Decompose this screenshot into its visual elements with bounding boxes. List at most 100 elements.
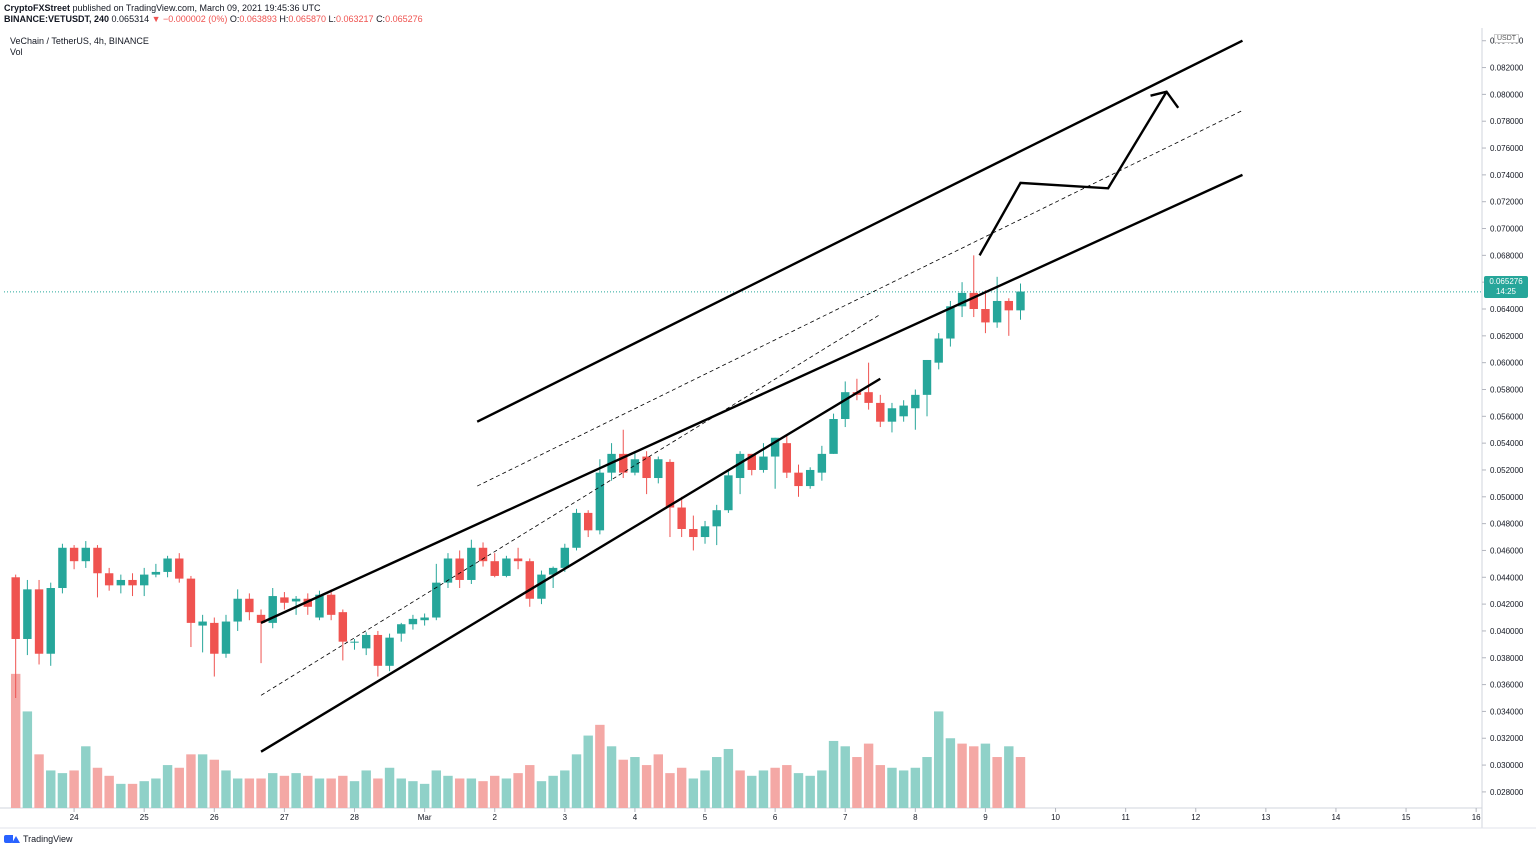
publisher-name[interactable]: CryptoFXStreet: [4, 3, 71, 13]
volume-bar: [641, 765, 652, 808]
volume-bar: [875, 765, 885, 808]
candle-body: [934, 338, 943, 363]
footer-brand[interactable]: TradingView: [4, 834, 73, 844]
y-tick-label: 0.054000: [1490, 439, 1524, 448]
x-tick-label: 3: [563, 813, 568, 822]
volume-bar: [980, 743, 991, 808]
candle-body: [1004, 300, 1014, 311]
volume-bar: [922, 757, 932, 808]
candle-body: [490, 561, 499, 576]
x-tick-label: 28: [350, 813, 359, 822]
candle-body: [280, 597, 289, 603]
candle-body: [864, 392, 873, 403]
y-tick-label: 0.048000: [1490, 520, 1524, 529]
y-tick-label: 0.062000: [1490, 332, 1524, 341]
candle-body: [23, 589, 32, 639]
plot-area: [4, 30, 1482, 808]
volume-bar: [606, 746, 617, 808]
volume-bar: [186, 754, 196, 808]
volume-bar: [22, 711, 33, 808]
volume-bar: [69, 770, 79, 808]
volume-bar: [34, 754, 44, 808]
volume-bar: [57, 773, 68, 808]
bar-countdown: 14:25: [1495, 287, 1517, 296]
volume-bar: [127, 783, 138, 808]
candle-body: [770, 437, 780, 457]
volume-bar: [501, 778, 512, 808]
close-value: 0.065276: [385, 14, 423, 24]
candle-body: [794, 472, 803, 487]
chart-legend: VeChain / TetherUS, 4h, BINANCE Vol: [10, 36, 149, 58]
volume-bar: [373, 778, 383, 808]
candle-body: [93, 547, 102, 574]
candle-body: [34, 589, 44, 654]
volume-bar: [92, 767, 103, 808]
candle-body: [969, 292, 978, 310]
candle-body: [992, 300, 1002, 323]
volume-bar: [104, 775, 114, 808]
y-tick-label: 0.076000: [1490, 144, 1524, 153]
candle-body: [747, 453, 756, 470]
x-tick-label: 15: [1402, 813, 1411, 822]
volume-bar: [116, 783, 126, 808]
volume-bar: [81, 746, 91, 808]
candle-body: [630, 459, 640, 473]
volume-bar: [957, 743, 967, 808]
y-tick-label: 0.032000: [1490, 734, 1524, 743]
volume-bar: [256, 778, 266, 808]
candle-body: [887, 408, 897, 422]
currency-badge[interactable]: USDT: [1494, 34, 1520, 43]
candle-body: [81, 547, 90, 562]
x-tick-label: Mar: [418, 813, 432, 822]
candle-body: [957, 292, 967, 307]
volume-bar: [665, 773, 675, 808]
volume-label: Vol: [10, 47, 23, 57]
x-tick-label: 12: [1191, 813, 1200, 822]
channel-line: [260, 377, 881, 753]
volume-bar: [782, 765, 792, 808]
candle-body: [326, 594, 336, 615]
candle-body: [116, 579, 126, 586]
candle-body: [1016, 291, 1025, 311]
x-tick-label: 25: [140, 813, 149, 822]
candle-body: [256, 614, 266, 623]
volume-bar: [396, 778, 406, 808]
candle-body: [583, 512, 593, 531]
candle-body: [513, 558, 523, 562]
low-value: 0.063217: [336, 14, 374, 24]
candle-body: [291, 598, 301, 602]
volume-bar: [595, 724, 605, 808]
volume-bar: [910, 767, 921, 808]
candle-body: [245, 598, 254, 613]
candle-body: [525, 561, 534, 599]
y-tick-label: 0.044000: [1490, 573, 1524, 582]
candle-body: [58, 547, 67, 589]
candle-body: [829, 419, 838, 454]
x-tick-label: 7: [843, 813, 848, 822]
x-tick-label: 14: [1331, 813, 1340, 822]
volume-bar: [758, 770, 769, 808]
y-tick-label: 0.038000: [1490, 654, 1524, 663]
candle-body: [595, 472, 605, 531]
candle-body: [876, 402, 885, 422]
y-tick-label: 0.046000: [1490, 546, 1524, 555]
y-tick-label: 0.050000: [1490, 493, 1524, 502]
volume-bar: [887, 767, 897, 808]
volume-bar: [162, 765, 173, 808]
high-label: H:: [279, 14, 289, 24]
volume-bar: [1004, 746, 1014, 808]
candle-body: [268, 596, 277, 623]
volume-bar: [583, 735, 593, 808]
volume-bar: [221, 770, 231, 808]
y-tick-label: 0.074000: [1490, 171, 1524, 180]
volume-bar: [268, 773, 278, 808]
candle-body: [911, 394, 920, 409]
volume-bar: [723, 748, 734, 808]
volume-bar: [548, 775, 558, 808]
candle-body: [338, 612, 348, 642]
volume-bar: [361, 770, 371, 808]
candle-body: [350, 641, 359, 643]
y-tick-label: 0.070000: [1490, 225, 1524, 234]
y-tick-label: 0.058000: [1490, 385, 1524, 394]
